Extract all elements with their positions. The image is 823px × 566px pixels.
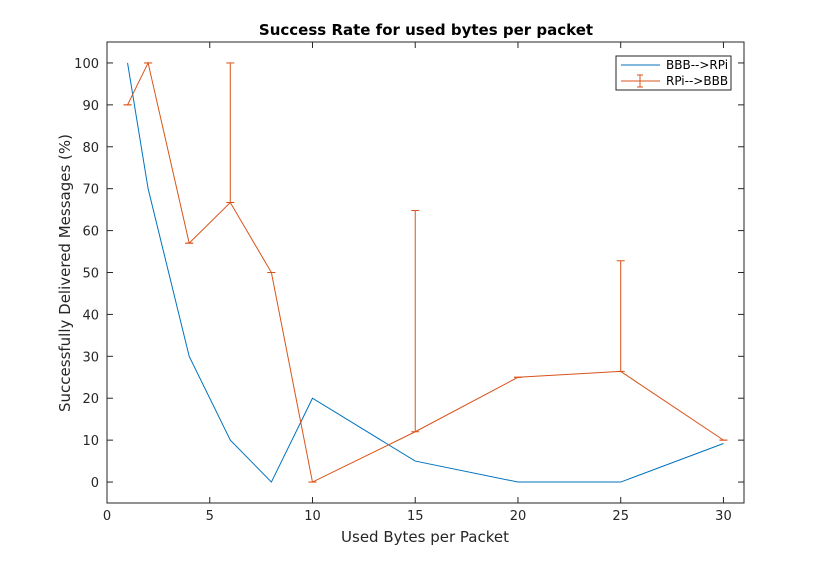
y-tick-label: 80	[82, 141, 99, 156]
x-axis: 0 5 10 15 20 25 30	[103, 42, 732, 524]
chart-title: Success Rate for used bytes per packet	[259, 21, 593, 39]
x-tick-label: 15	[407, 509, 424, 524]
y-axis-label: Successfully Delivered Messages (%)	[56, 134, 74, 412]
x-tick-label: 20	[510, 509, 527, 524]
y-tick-label: 10	[82, 434, 99, 449]
x-tick-label: 10	[304, 509, 321, 524]
y-tick-label: 20	[82, 392, 99, 407]
y-tick-label: 60	[82, 225, 99, 240]
x-tick-label: 25	[612, 509, 629, 524]
y-axis: 0 10 20 30 40 50 60 70 80 90 100	[74, 57, 744, 491]
plot-area	[106, 41, 745, 504]
legend-label-bbb-rpi: BBB-->RPi	[666, 58, 728, 72]
y-tick-label: 100	[74, 57, 99, 72]
legend-box	[615, 55, 732, 91]
legend: BBB-->RPi RPi-->BBB	[615, 55, 732, 91]
x-tick-label: 30	[715, 509, 732, 524]
y-tick-label: 0	[91, 476, 99, 491]
series-line-rpi-bbb	[127, 61, 724, 483]
series-layer	[123, 61, 728, 483]
series-line-bbb-rpi	[127, 62, 724, 483]
x-axis-label: Used Bytes per Packet	[341, 528, 509, 546]
legend-label-rpi-bbb: RPi-->BBB	[666, 74, 728, 88]
x-tick-label: 5	[206, 509, 214, 524]
x-tick-label: 0	[103, 509, 111, 524]
y-tick-label: 40	[82, 308, 99, 323]
y-tick-label: 50	[82, 267, 99, 282]
y-tick-label: 90	[82, 99, 99, 114]
y-tick-label: 70	[82, 183, 99, 198]
y-tick-label: 30	[82, 350, 99, 365]
